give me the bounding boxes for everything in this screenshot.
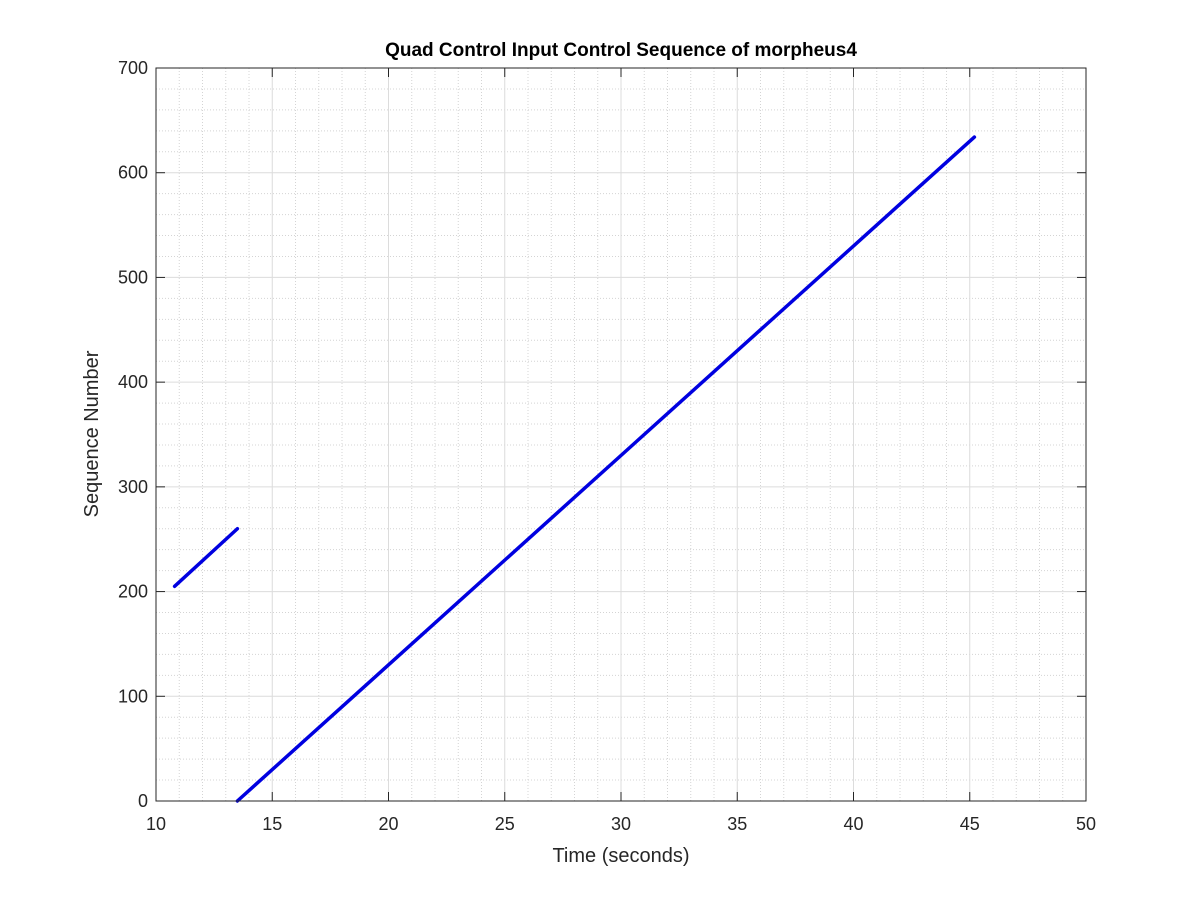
series-line-segment [172,526,240,589]
x-tick-label: 15 [262,814,282,834]
x-tick-label: 50 [1076,814,1096,834]
chart-title: Quad Control Input Control Sequence of m… [385,40,857,61]
x-tick-label: 25 [495,814,515,834]
y-tick-label: 300 [118,477,148,497]
y-tick-label: 400 [118,372,148,392]
y-tick-label: 0 [138,791,148,811]
x-tick-label: 35 [727,814,747,834]
y-tick-label: 200 [118,582,148,602]
series-line-segment [235,135,977,803]
x-tick-label: 10 [146,814,166,834]
x-tick-label: 20 [378,814,398,834]
y-tick-label: 700 [118,58,148,78]
x-tick-label: 30 [611,814,631,834]
y-axis-label: Sequence Number [81,350,103,517]
x-tick-label: 40 [843,814,863,834]
x-tick-label: 45 [960,814,980,834]
x-axis-label: Time (seconds) [552,845,689,867]
series-lines [172,135,977,803]
y-axis-ticks: 0 100 200 300 400 500 600 700 [118,58,1086,811]
x-axis-ticks: 10 15 20 25 30 35 40 45 50 [146,68,1096,834]
y-tick-label: 600 [118,163,148,183]
y-tick-label: 100 [118,686,148,706]
y-tick-label: 500 [118,267,148,287]
